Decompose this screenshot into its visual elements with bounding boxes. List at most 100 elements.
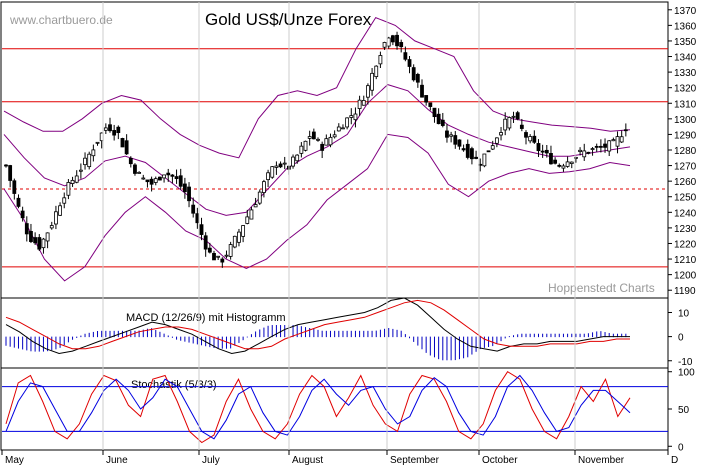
candle-body xyxy=(603,143,607,148)
candle-body xyxy=(37,237,42,250)
price-layer xyxy=(2,16,668,282)
candle-body xyxy=(33,237,38,244)
candle-body xyxy=(282,162,287,165)
candle-body xyxy=(137,171,142,174)
candle-body xyxy=(569,161,574,164)
candle-body xyxy=(87,153,92,168)
price-tick-label: 1230 xyxy=(674,224,697,235)
candle-body xyxy=(378,55,383,65)
candle-body xyxy=(619,136,624,143)
candle-body xyxy=(536,143,541,152)
candle-body xyxy=(436,113,441,125)
candle-body xyxy=(178,175,183,187)
candle-body xyxy=(465,143,470,158)
candle-body xyxy=(494,137,499,144)
candle-body xyxy=(415,73,420,83)
candle-body xyxy=(382,42,387,48)
candle-body xyxy=(174,176,179,180)
candle-body xyxy=(74,175,79,183)
candle-body xyxy=(78,169,83,172)
macd-tick-label: 10 xyxy=(678,308,690,319)
candle-body xyxy=(316,138,320,141)
candle-body xyxy=(540,150,545,153)
candle-body xyxy=(590,148,595,150)
candle-body xyxy=(262,181,266,193)
candle-body xyxy=(574,157,578,159)
candle-body xyxy=(199,224,204,235)
candle-body xyxy=(149,178,154,185)
candle-body xyxy=(166,172,171,176)
month-label: September xyxy=(390,455,440,466)
stoch-tick-label: 100 xyxy=(678,368,695,379)
candle-body xyxy=(332,134,337,138)
candle-body xyxy=(361,100,366,106)
candle-body xyxy=(249,209,254,220)
candle-body xyxy=(445,130,449,138)
candle-body xyxy=(561,165,566,169)
candle-body xyxy=(623,129,628,132)
candle-body xyxy=(49,225,54,229)
stoch-tick-label: 50 xyxy=(678,405,690,416)
candle-body xyxy=(120,138,125,148)
candle-body xyxy=(29,230,33,242)
price-tick-label: 1360 xyxy=(674,21,697,32)
candle-body xyxy=(611,139,616,142)
candle-body xyxy=(191,204,196,214)
month-label: May xyxy=(5,455,24,466)
candle-body xyxy=(232,235,237,248)
stoch-tick-label: 0 xyxy=(678,442,684,453)
axis-layer: 1190 1200 1210 1220 1230 1240 1250 1260 1270 1280… xyxy=(1,2,697,466)
price-tick-label: 1370 xyxy=(674,6,697,17)
candle-body xyxy=(266,172,270,181)
candle-body xyxy=(207,247,212,253)
candle-body xyxy=(20,210,25,219)
candle-body xyxy=(486,150,491,153)
candle-body xyxy=(216,255,221,258)
candle-body xyxy=(390,35,395,43)
candle-body xyxy=(70,179,75,184)
candle-body xyxy=(224,254,229,257)
candle-body xyxy=(395,34,399,47)
candle-body xyxy=(83,157,87,166)
month-label: August xyxy=(292,455,323,466)
candle-body xyxy=(386,37,391,47)
candle-body xyxy=(432,107,437,118)
candle-body xyxy=(341,127,345,130)
candle-body xyxy=(411,67,416,81)
candle-body xyxy=(586,151,591,154)
price-tick-label: 1320 xyxy=(674,84,697,95)
price-tick-label: 1210 xyxy=(674,255,697,266)
candle-body xyxy=(511,115,516,118)
candle-body xyxy=(544,149,549,154)
candle-body xyxy=(328,136,333,146)
candle-body xyxy=(24,223,29,235)
candle-body xyxy=(203,235,208,250)
candle-body xyxy=(228,244,233,257)
candle-body xyxy=(578,149,582,152)
candle-body xyxy=(374,65,379,78)
candle-body xyxy=(499,132,503,136)
month-label: June xyxy=(106,455,128,466)
candle-body xyxy=(103,127,108,131)
month-label: D xyxy=(671,455,678,466)
candle-body xyxy=(112,130,117,136)
bollinger-middle-line xyxy=(3,84,631,216)
candle-body xyxy=(453,135,458,145)
candle-body xyxy=(41,238,46,249)
price-tick-label: 1350 xyxy=(674,37,697,48)
candle-body xyxy=(598,145,603,148)
candle-body xyxy=(349,115,354,118)
credit-label: Hoppenstedt Charts xyxy=(548,281,655,295)
macd-layer xyxy=(5,297,630,361)
price-tick-label: 1260 xyxy=(674,177,697,188)
macd-tick-label: -10 xyxy=(678,357,693,368)
candle-body xyxy=(528,136,533,142)
month-label: November xyxy=(578,455,625,466)
candle-body xyxy=(108,124,112,132)
candle-body xyxy=(274,165,279,168)
candle-body xyxy=(145,179,150,183)
price-tick-label: 1250 xyxy=(674,193,697,204)
price-tick-label: 1240 xyxy=(674,208,697,219)
chart-title: Gold US$/Unze Forex xyxy=(205,10,372,29)
